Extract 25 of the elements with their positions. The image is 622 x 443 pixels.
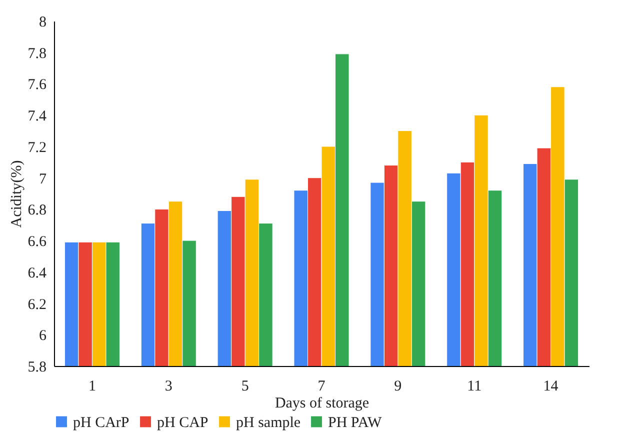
legend-label: PH PAW xyxy=(328,414,383,431)
legend-label: pH CArP xyxy=(73,414,130,431)
x-tick-label: 3 xyxy=(164,378,172,394)
y-tick-label: 6.6 xyxy=(28,234,47,250)
y-tick-label: 7.6 xyxy=(28,77,47,94)
y-tick-label: 6.4 xyxy=(28,265,47,282)
y-tick-label: 6.2 xyxy=(28,296,46,313)
y-tick-label: 7.2 xyxy=(28,140,46,156)
x-axis-title: Days of storage xyxy=(274,396,370,412)
y-tick-label: 7 xyxy=(39,171,47,188)
x-tick-label: 14 xyxy=(543,378,559,394)
x-tick-label: 11 xyxy=(467,378,482,394)
x-tick-label: 7 xyxy=(318,378,326,394)
x-tick-label: 1 xyxy=(88,378,96,394)
y-tick-label: 5.8 xyxy=(28,360,46,376)
x-tick-label: 5 xyxy=(241,378,249,394)
y-tick-label: 7.8 xyxy=(28,46,46,62)
legend-label: pH CAP xyxy=(157,414,208,431)
x-tick-label: 9 xyxy=(394,378,402,394)
y-tick-label: 6.8 xyxy=(28,202,46,219)
y-axis-title: Acidity(%) xyxy=(8,160,25,228)
y-tick-label: 8 xyxy=(39,14,46,30)
y-tick-label: 6 xyxy=(39,328,47,344)
legend-label: pH sample xyxy=(236,414,301,431)
y-tick-label: 7.4 xyxy=(28,108,47,125)
